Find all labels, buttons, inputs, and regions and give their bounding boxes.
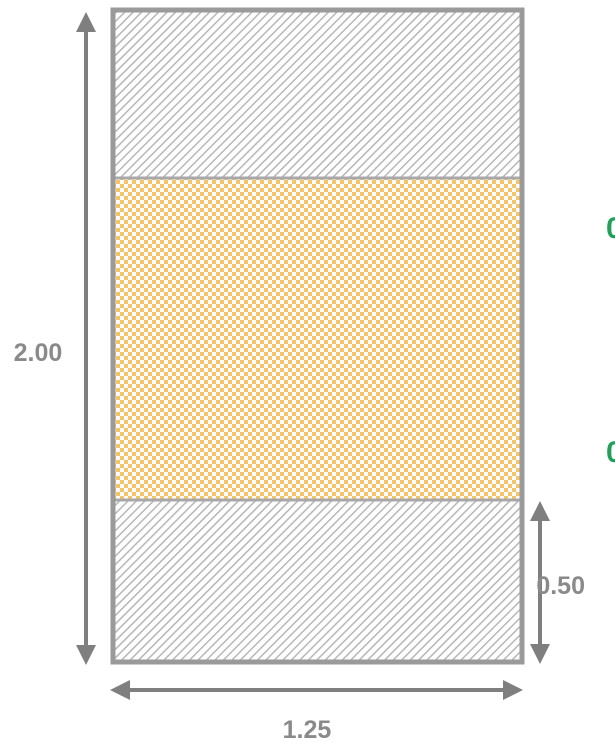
width-dimension-label: 1.25 <box>283 716 332 743</box>
cutoff-green-text-upper: 0 <box>606 212 615 245</box>
middle-checker-band <box>113 178 522 500</box>
bottom-hatched-band <box>113 500 522 662</box>
height-dimension-label: 2.00 <box>14 339 63 367</box>
cutoff-green-text-lower: 0 <box>606 436 615 469</box>
bottom-band-dimension-label: 0.50 <box>536 572 585 600</box>
top-hatched-band <box>113 10 522 178</box>
outer-rectangle-outline <box>110 7 525 665</box>
